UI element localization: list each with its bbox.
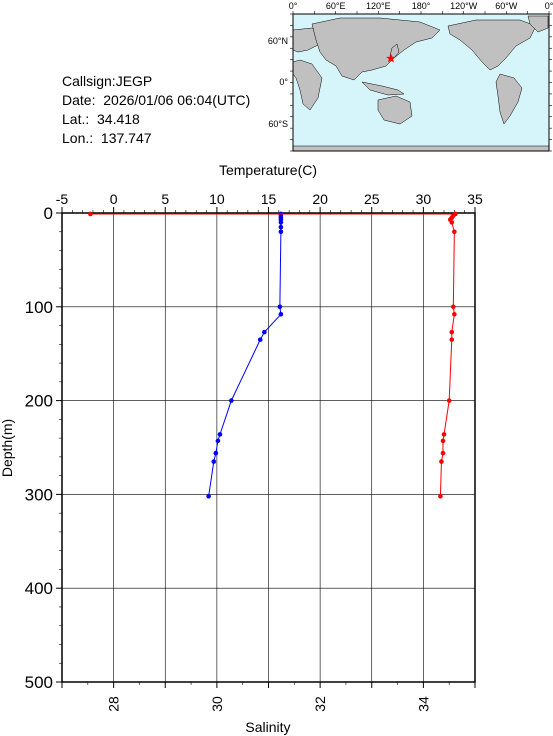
- salinity-point: [441, 432, 447, 437]
- salinity-point: [88, 211, 93, 217]
- map-latitude-label: 60°N: [268, 36, 288, 46]
- temperature-tick-label: 25: [364, 191, 380, 207]
- temperature-point: [257, 337, 263, 342]
- temperature-point: [262, 329, 267, 335]
- salinity-point: [440, 450, 446, 456]
- temperature-point: [215, 438, 221, 444]
- map-latitude-labels: 60°N 0° 60°S: [268, 36, 289, 129]
- depth-tick-label: 0: [44, 204, 53, 223]
- depth-tick-label: 400: [25, 579, 53, 598]
- map-latitude-label: 0°: [279, 77, 288, 87]
- depth-tick-label: 200: [25, 392, 53, 411]
- temperature-point: [278, 224, 284, 230]
- salinity-point: [452, 312, 457, 317]
- salinity-point: [449, 220, 455, 225]
- depth-axis-title: Depth(m): [0, 419, 15, 477]
- temperature-tick-label: 0: [110, 191, 118, 207]
- temperature-point: [211, 459, 217, 464]
- salinity-series: [88, 211, 458, 499]
- land-australia: [377, 95, 413, 125]
- map-longitude-label: 60°W: [495, 1, 518, 11]
- temperature-axis: -5 0 5 10 15 20 25 30 35: [56, 191, 483, 213]
- temperature-tick-label: 15: [261, 191, 277, 207]
- salinity-point: [451, 304, 456, 310]
- land-indonesia: [361, 81, 405, 96]
- temperature-point: [229, 398, 234, 403]
- station-marker: [386, 53, 396, 63]
- temperature-line: [208, 213, 282, 497]
- temperature-point: [217, 432, 223, 437]
- map-longitude-label: 60°E: [326, 1, 346, 11]
- temperature-tick-label: 20: [312, 191, 328, 207]
- salinity-point: [449, 329, 455, 335]
- salinity-tick-label: 28: [106, 696, 122, 712]
- data-series: [88, 211, 458, 499]
- depth-axis: 0 100 200 300 400 500: [25, 204, 62, 692]
- salinity-point: [449, 337, 455, 342]
- world-map: 0° 60°E 120°E 180° 120°W 60°W 0° 60°N 0° 60°S: [268, 1, 553, 152]
- salinity-point: [439, 459, 444, 464]
- temperature-tick-label: 35: [467, 191, 483, 207]
- map-ticks: [290, 11, 552, 152]
- salinity-point: [438, 493, 443, 499]
- land-north-america: [447, 19, 537, 71]
- map-longitude-label: 120°W: [450, 1, 478, 11]
- temperature-point: [278, 312, 284, 317]
- latitude-text: Lat.: 34.418: [62, 111, 140, 127]
- salinity-line: [90, 213, 457, 497]
- longitude-text: Lon.: 137.747: [62, 130, 152, 146]
- temperature-tick-label: 10: [209, 191, 225, 207]
- land-south-america: [495, 73, 523, 125]
- temperature-point: [278, 229, 284, 235]
- salinity-axis-title: Salinity: [245, 719, 290, 735]
- map-longitude-labels: 0° 60°E 120°E 180° 120°W 60°W 0°: [289, 1, 553, 11]
- temperature-point: [278, 220, 284, 225]
- land-japan: [389, 43, 400, 59]
- temperature-point: [213, 450, 219, 456]
- map-latitude-label: 60°S: [268, 119, 288, 129]
- land-greenland: [527, 15, 549, 33]
- depth-tick-label: 300: [25, 485, 53, 504]
- temperature-tick-label: -5: [56, 191, 69, 207]
- temperature-axis-title: Temperature(C): [219, 162, 317, 178]
- date-text: Date: 2026/01/06 06:04(UTC): [62, 92, 251, 108]
- plot-grid: [61, 212, 476, 683]
- profile-plot: -5 0 5 10 15 20 25 30 35 28 30 32 34 01002003004005…: [0, 162, 483, 735]
- map-longitude-label: 0°: [545, 1, 553, 11]
- temperature-tick-label: 5: [161, 191, 169, 207]
- temperature-point: [206, 493, 211, 499]
- salinity-point: [446, 398, 452, 403]
- station-info: Callsign:JEGP Date: 2026/01/06 06:04(UTC…: [62, 72, 250, 148]
- map-longitude-label: 120°E: [366, 1, 391, 11]
- map-longitude-label: 0°: [289, 1, 298, 11]
- salinity-tick-label: 30: [209, 696, 225, 712]
- land-antarctica: [292, 145, 550, 152]
- map-longitude-label: 180°: [412, 1, 431, 11]
- temperature-series: [206, 211, 284, 499]
- land-africa: [292, 59, 323, 111]
- depth-tick-label: 500: [25, 673, 53, 692]
- map-landmasses: [292, 15, 550, 152]
- salinity-tick-label: 34: [415, 696, 431, 712]
- salinity-point: [452, 229, 457, 235]
- temperature-tick-label: 30: [416, 191, 432, 207]
- temperature-point: [277, 304, 283, 310]
- salinity-point: [440, 438, 446, 444]
- land-asia: [311, 17, 441, 81]
- salinity-axis: 28 30 32 34: [61, 682, 476, 712]
- depth-tick-label: 100: [25, 298, 53, 317]
- salinity-tick-label: 32: [312, 696, 328, 712]
- callsign-text: Callsign:JEGP: [62, 73, 153, 89]
- station-star: [386, 53, 396, 63]
